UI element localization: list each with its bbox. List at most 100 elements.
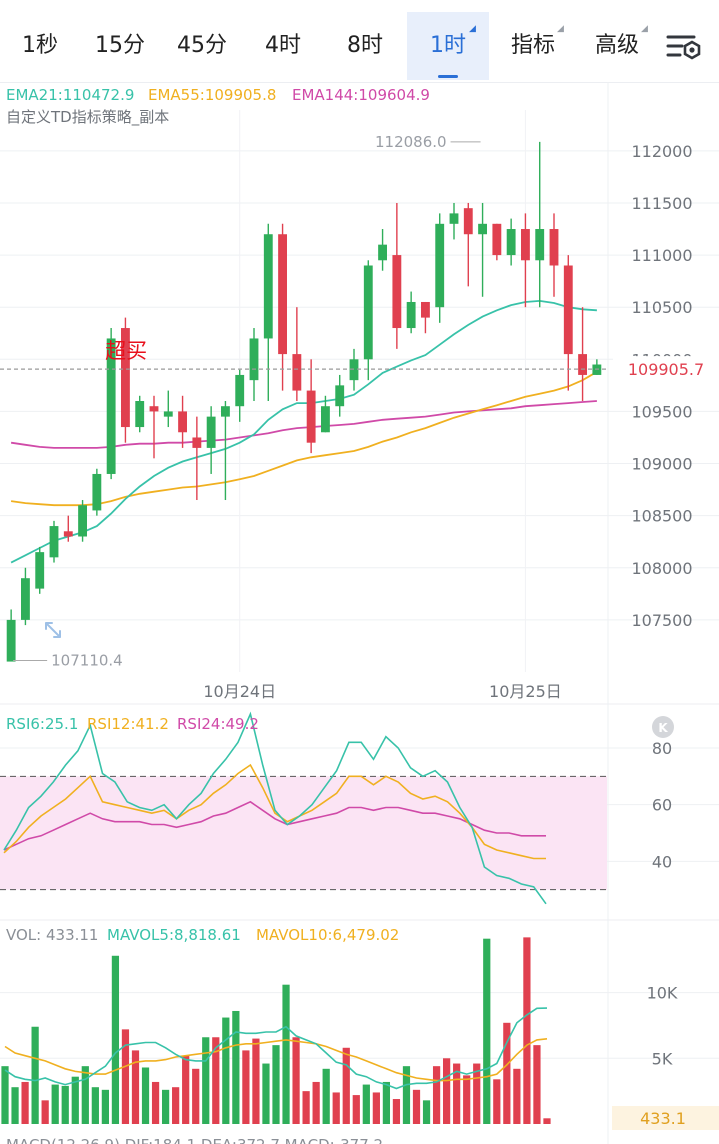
rsi-legend-6: RSI6:25.1 <box>6 715 78 733</box>
volume-bar <box>422 1100 431 1124</box>
rsi-legend-24: RSI24:49.2 <box>177 715 259 733</box>
current-price-label: 109905.7 <box>628 360 704 379</box>
volume-bar <box>382 1081 391 1124</box>
dropdown-triangle-icon: ◢ <box>641 24 648 34</box>
ema55-line <box>10 371 598 507</box>
candle-down <box>392 255 402 329</box>
rsi-tick-label: 60 <box>652 796 672 815</box>
volume-bar <box>131 1050 140 1124</box>
volume-grid <box>0 992 719 1059</box>
volume-bar <box>322 1068 330 1124</box>
candle-down <box>278 234 287 355</box>
volume-bar <box>222 1017 230 1124</box>
mavol5-line <box>4 1007 548 1090</box>
candle-up <box>378 244 387 261</box>
ema144-line <box>10 400 597 449</box>
candle-up <box>78 505 87 537</box>
volume-bar <box>41 1100 49 1124</box>
candle-up <box>449 213 459 224</box>
volume-bars <box>1 937 551 1124</box>
volume-bar <box>312 1081 320 1124</box>
volume-bar <box>161 1089 170 1124</box>
time-tick-label: 10月25日 <box>489 682 562 701</box>
volume-bar <box>31 1026 39 1124</box>
volume-bar <box>192 1068 200 1124</box>
volume-current-tag <box>612 1106 719 1130</box>
volume-current-label: 433.1 <box>640 1109 686 1128</box>
ema-legend-55: EMA55:109905.8 <box>148 86 276 104</box>
settings-sliders-icon[interactable] <box>664 30 704 66</box>
rsi-lines <box>3 711 547 905</box>
price-tick-label: 108500 <box>631 507 692 526</box>
expand-diagonal-icon[interactable] <box>45 621 62 638</box>
volume-bar <box>302 1091 310 1124</box>
volume-bar <box>121 1029 130 1124</box>
dropdown-triangle-icon: ◢ <box>469 24 476 34</box>
k-badge[interactable] <box>652 716 674 738</box>
candle-down <box>192 437 202 448</box>
k-badge-label: K <box>658 721 668 735</box>
volume-tick-label: 10K <box>647 984 678 1003</box>
volume-bar <box>533 1045 541 1124</box>
candle-up <box>406 301 416 329</box>
price-tick-label: 109000 <box>631 455 692 474</box>
time-axis: 10月24日 10月25日 <box>203 682 561 701</box>
price-tick-label: 111500 <box>631 194 692 213</box>
tab-advanced[interactable]: 高级 ◢ <box>577 12 657 80</box>
rsi12-line <box>3 763 546 860</box>
rsi6-line <box>3 711 547 905</box>
volume-bar <box>432 1066 441 1124</box>
volume-bar <box>182 1055 190 1124</box>
candle-up <box>135 401 145 428</box>
main-price-axis: 1120001115001110001105001100001095001090… <box>631 142 692 630</box>
volume-bar <box>493 1079 501 1124</box>
volume-bar <box>151 1081 160 1124</box>
price-tick-label: 109500 <box>631 402 692 421</box>
price-tick-label: 107500 <box>631 611 692 630</box>
rsi24-line <box>3 800 546 851</box>
candle-down <box>563 265 573 355</box>
volume-bar <box>282 984 290 1124</box>
rsi-tick-label: 40 <box>652 852 672 871</box>
volume-bar <box>543 1118 551 1124</box>
tab-indicators[interactable]: 指标 ◢ <box>493 12 573 80</box>
volume-bar <box>111 955 120 1124</box>
candle-up <box>35 552 45 589</box>
volume-bar <box>1 1066 9 1124</box>
volume-bar <box>483 938 491 1124</box>
candle-down <box>178 411 187 433</box>
candle-down <box>463 208 473 235</box>
candle-down <box>121 328 130 428</box>
volume-bar <box>232 1010 240 1124</box>
candle-up <box>335 385 345 407</box>
candle-up <box>221 406 230 417</box>
tab-15m[interactable]: 15分 <box>95 33 145 58</box>
volume-bar <box>272 1045 280 1124</box>
volume-bar <box>362 1084 370 1124</box>
volume-bar <box>292 1037 300 1124</box>
volume-ma-lines <box>4 1007 548 1090</box>
tab-8h[interactable]: 8时 <box>347 33 383 58</box>
candle-up <box>6 619 16 662</box>
price-tick-label: 111000 <box>631 246 692 265</box>
indicator-name: 自定义TD指标策略_副本 <box>6 108 169 127</box>
volume-bar <box>11 1087 19 1124</box>
volume-bar <box>513 1068 521 1124</box>
vol-legend: VOL: 433.11 <box>6 926 98 944</box>
volume-bar <box>71 1076 79 1124</box>
ema-lines <box>10 299 598 564</box>
tab-4h[interactable]: 4时 <box>265 33 301 58</box>
price-tick-label: 112000 <box>631 142 692 161</box>
tab-1h[interactable]: 1时 ◢ <box>407 12 489 80</box>
volume-bar <box>342 1047 350 1124</box>
candle-up <box>206 416 216 448</box>
low-price-label: 107110.4 <box>51 651 123 669</box>
tab-1s[interactable]: 1秒 <box>22 33 58 58</box>
candle-up <box>49 526 59 558</box>
candle-up <box>478 223 487 235</box>
tab-45m[interactable]: 45分 <box>177 33 227 58</box>
candle-down <box>292 354 302 391</box>
volume-bar <box>141 1067 150 1124</box>
candle-up <box>163 411 173 417</box>
candle-up <box>321 406 330 433</box>
